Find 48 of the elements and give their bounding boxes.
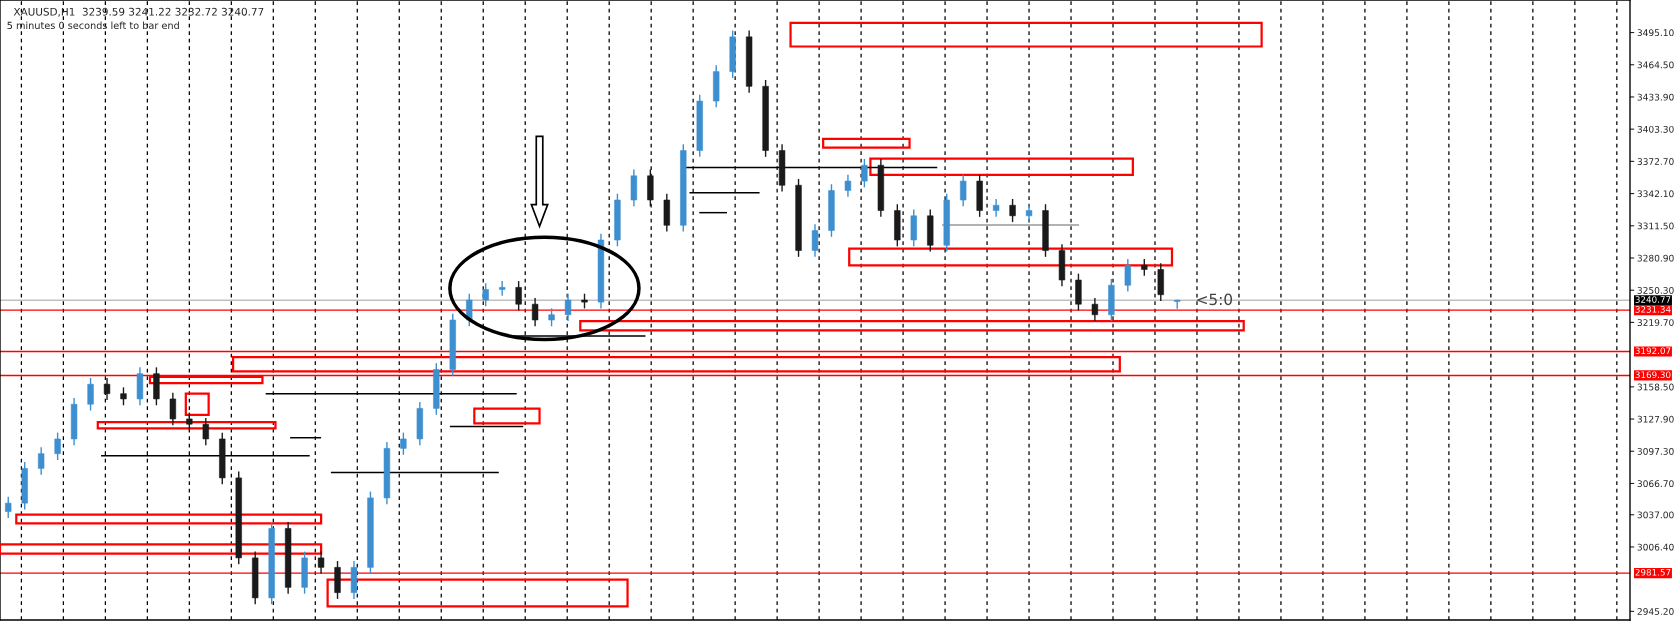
candlestick: [202, 417, 209, 446]
candlestick: [844, 174, 852, 198]
y-tick-label: 3403.30: [1637, 125, 1674, 133]
y-tick-label: 3006.40: [1637, 543, 1674, 551]
candlestick: [499, 280, 506, 297]
ref-line-label: 3192.07: [1635, 347, 1671, 355]
candlestick: [103, 377, 111, 401]
candlestick: [482, 282, 489, 308]
y-tick-label: 2945.20: [1637, 608, 1674, 615]
y-tick-label: 3037.00: [1637, 511, 1674, 519]
y-tick-label: 3250.30: [1637, 286, 1674, 294]
text: 5 minutes 0 seconds left to bar end: [7, 21, 179, 30]
candlestick: [54, 431, 61, 461]
annotation: <5:0: [1197, 293, 1233, 306]
y-tick-label: 3342.10: [1637, 190, 1674, 198]
y-tick-label: 3433.90: [1637, 93, 1674, 101]
ref-line-label: 2981.57: [1635, 569, 1671, 576]
candlestick: [564, 292, 572, 322]
ref-line-label: 3169.30: [1635, 371, 1671, 379]
candlestick: [992, 198, 1000, 218]
ref-line-label: 3231.34: [1635, 306, 1671, 313]
candlestick: [5, 496, 12, 519]
candlestick: [515, 280, 522, 312]
ref-line-label: 3240.77: [1635, 296, 1671, 303]
text: XAUUSD,H1 3239.59 3241.22 3232.72 3240.77: [13, 7, 264, 17]
y-tick-label: 3158.50: [1637, 383, 1674, 391]
candlestick: [1009, 198, 1016, 223]
candlestick: [811, 223, 819, 258]
y-tick-label: 3127.90: [1637, 415, 1674, 423]
y-tick-label: 3495.10: [1637, 29, 1674, 37]
y-tick-label: 3219.70: [1637, 319, 1674, 326]
candlestick: [400, 431, 407, 456]
candlestick: [861, 158, 868, 189]
y-tick-label: 3066.70: [1637, 480, 1674, 488]
candlestick: [317, 550, 325, 575]
candlestick: [1124, 258, 1131, 293]
candlestick: [1091, 297, 1099, 322]
candlestick: [1025, 203, 1033, 223]
candlestick: [531, 297, 539, 328]
y-tick-label: 3097.30: [1637, 447, 1674, 455]
y-tick-label: 3280.90: [1637, 254, 1674, 262]
candlestick: [87, 377, 94, 412]
y-tick-label: 3372.70: [1637, 158, 1674, 165]
candlestick: [960, 174, 967, 208]
candlestick: [169, 391, 177, 426]
candlestick: [38, 446, 45, 476]
y-tick-label: 3311.50: [1637, 222, 1674, 230]
y-tick-label: 3464.50: [1637, 61, 1674, 69]
